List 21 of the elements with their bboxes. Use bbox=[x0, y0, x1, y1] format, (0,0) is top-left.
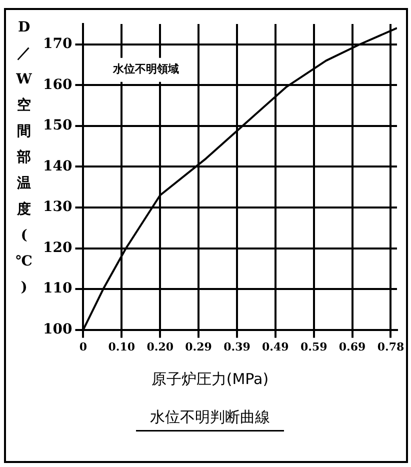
text: 水位不明判断曲線 bbox=[150, 408, 270, 426]
annotation: 水位不明領域 bbox=[112, 62, 179, 76]
x-tick-label: 0.29 bbox=[185, 340, 212, 354]
y-tick-label: 130 bbox=[42, 199, 72, 216]
y-tick-label: 160 bbox=[42, 76, 72, 93]
y-tick-label: 100 bbox=[42, 321, 72, 338]
x-tick-label: 0.39 bbox=[224, 340, 250, 354]
text: D／W空間部温度(℃) bbox=[16, 20, 32, 296]
y-tick-label: 120 bbox=[42, 240, 72, 256]
x-tick-label: 0.10 bbox=[108, 340, 136, 354]
y-tick-label: 140 bbox=[42, 158, 72, 174]
y-tick-label: 170 bbox=[42, 36, 72, 52]
x-tick-label: 0.20 bbox=[146, 340, 174, 354]
x-tick-label: 0.69 bbox=[338, 340, 366, 354]
x-tick-label: 0 bbox=[79, 340, 88, 354]
y-tick-label: 110 bbox=[42, 280, 72, 297]
x-tick-label: 0.49 bbox=[262, 340, 289, 354]
x-tick-label: 0.78 bbox=[377, 340, 404, 354]
x-axis-title: 原子炉圧力(MPa) bbox=[151, 370, 269, 388]
x-tick-label: 0.59 bbox=[300, 340, 328, 354]
y-tick-label: 150 bbox=[42, 118, 72, 134]
